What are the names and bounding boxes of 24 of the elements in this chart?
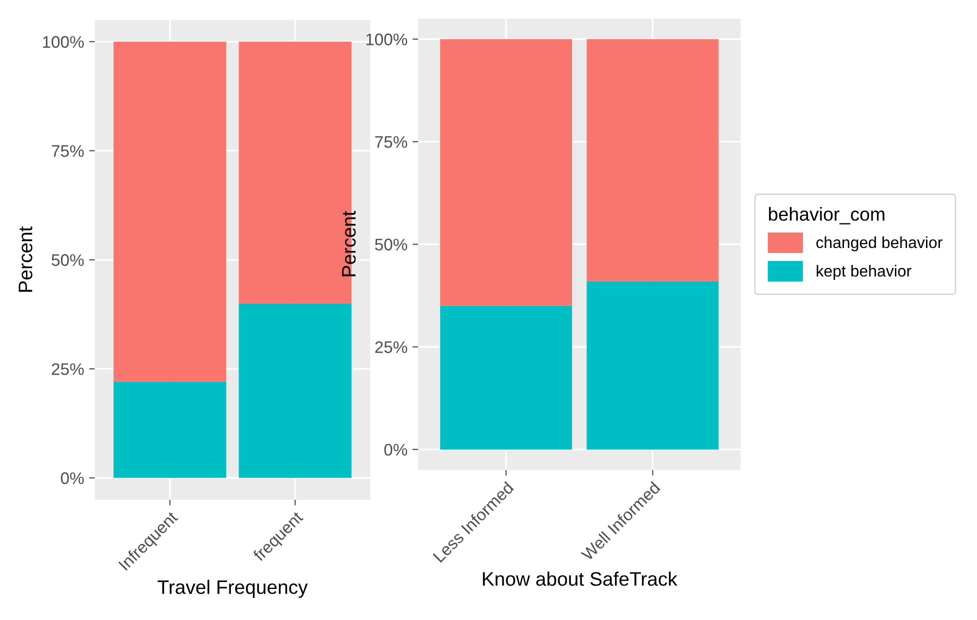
- y-tick-label: 50%: [52, 254, 84, 266]
- bar: [440, 306, 572, 450]
- y-axis-title: Percent: [342, 210, 356, 276]
- y-tick-label: 75%: [52, 145, 84, 157]
- y-tick-label: 100%: [43, 36, 84, 48]
- legend-label: changed behavior: [816, 236, 942, 252]
- legend-title: behavior_com: [768, 207, 884, 224]
- y-tick-label: 0%: [60, 472, 84, 484]
- y-axis-title: Percent: [18, 226, 32, 292]
- y-tick-label: 25%: [375, 341, 408, 354]
- y-tick-label: 75%: [375, 136, 408, 148]
- bar: [440, 39, 572, 306]
- y-tick-label: 50%: [375, 238, 408, 250]
- bar: [238, 303, 352, 478]
- x-axis-title: Know about SafeTrack: [482, 572, 678, 586]
- y-tick-label: 25%: [52, 363, 84, 376]
- legend-label: kept behavior: [816, 264, 912, 280]
- y-tick-label: 100%: [366, 34, 408, 46]
- bar: [114, 382, 226, 478]
- bar: [114, 42, 226, 382]
- bar: [586, 281, 719, 450]
- bar: [586, 39, 719, 282]
- x-axis-title: Travel Frequency: [158, 580, 308, 598]
- y-tick-label: 0%: [384, 444, 408, 456]
